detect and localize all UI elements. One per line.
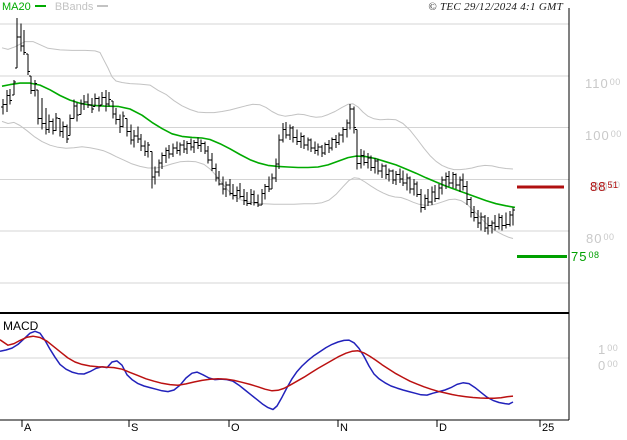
- legend-ma20-dash: [34, 5, 46, 8]
- legend-item-ma20[interactable]: MA20: [2, 1, 46, 13]
- x-axis-label-N: N: [340, 422, 348, 434]
- price-axis-label-100: 10000: [585, 127, 622, 143]
- x-axis-label-O: O: [231, 422, 240, 434]
- ma20-line: [1, 82, 516, 209]
- bollinger-lower-band: [1, 120, 514, 239]
- chart-legend: MA20 BBands: [2, 1, 114, 13]
- x-axis-label-25: 25: [542, 422, 555, 434]
- legend-ma20-label: MA20: [2, 1, 31, 13]
- price-axis-label-80: 8000: [586, 231, 615, 247]
- x-axis-label-S: S: [131, 422, 139, 434]
- level-label-8851: 8851: [590, 179, 619, 195]
- bollinger-upper-band: [1, 41, 514, 171]
- x-axis-label-A: A: [24, 422, 32, 434]
- candlestick-series: [1, 17, 515, 235]
- copyright-text: © TEC 29/12/2024 4:1 GMT: [428, 1, 563, 13]
- macd-series-macd: [0, 330, 514, 411]
- macd-axis-label-1: 100: [598, 342, 619, 357]
- macd-series-signal: [0, 335, 514, 400]
- level-label-7508: 7508: [571, 248, 600, 264]
- macd-panel-title: MACD: [3, 319, 39, 333]
- legend-bbands-dash: [97, 5, 109, 8]
- price-axis-label-110: 11000: [585, 75, 621, 91]
- legend-item-bbands[interactable]: BBands: [55, 1, 109, 13]
- price-axis-label-90: 9000: [592, 179, 621, 195]
- x-axis-label-D: D: [439, 422, 447, 434]
- macd-axis-label-0: 000: [598, 358, 619, 373]
- legend-bbands-label: BBands: [54, 1, 94, 13]
